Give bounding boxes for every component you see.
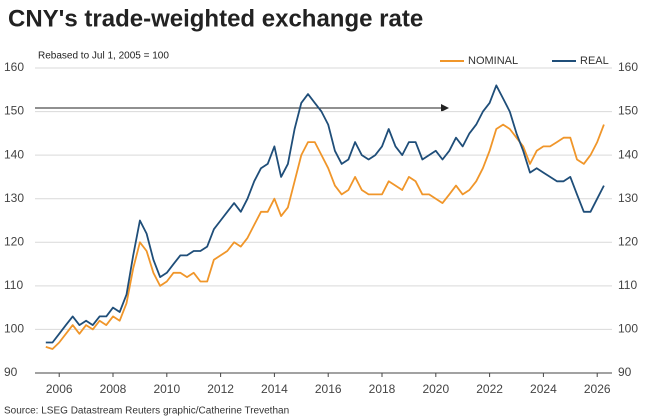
y-tick-label: 150 bbox=[4, 104, 24, 118]
x-tick-label: 2024 bbox=[530, 382, 557, 396]
x-tick-label: 2012 bbox=[207, 382, 234, 396]
series-line bbox=[45, 123, 605, 350]
y2-tick-label: 160 bbox=[618, 60, 638, 74]
y-tick-label: 140 bbox=[4, 147, 24, 161]
y2-tick-label: 110 bbox=[618, 278, 637, 292]
y-tick-label: 160 bbox=[4, 60, 24, 74]
legend-label: NOMINAL bbox=[468, 55, 518, 67]
x-tick-label: 2026 bbox=[584, 382, 611, 396]
y-tick-label: 120 bbox=[4, 234, 24, 248]
x-tick-label: 2006 bbox=[46, 382, 73, 396]
x-tick-label: 2022 bbox=[476, 382, 503, 396]
chart-title: CNY's trade-weighted exchange rate bbox=[8, 5, 423, 32]
y2-tick-label: 130 bbox=[618, 191, 638, 205]
y-tick-label: 130 bbox=[4, 191, 24, 205]
x-tick-label: 2010 bbox=[153, 382, 180, 396]
x-tick-label: 2018 bbox=[369, 382, 396, 396]
x-tick-label: 2020 bbox=[422, 382, 449, 396]
legend-label: REAL bbox=[580, 55, 609, 67]
y2-tick-label: 100 bbox=[618, 322, 638, 336]
source: Source: LSEG Datastream Reuters graphic/… bbox=[4, 406, 289, 417]
y2-tick-label: 140 bbox=[618, 147, 638, 161]
y-tick-label: 100 bbox=[4, 322, 24, 336]
y2-tick-label: 150 bbox=[618, 104, 638, 118]
y-tick-label: 110 bbox=[4, 278, 23, 292]
series-line bbox=[45, 84, 605, 344]
y-tick-label: 90 bbox=[4, 365, 18, 379]
x-tick-label: 2008 bbox=[100, 382, 127, 396]
subtitle: Rebased to Jul 1, 2005 = 100 bbox=[38, 51, 169, 62]
x-tick-label: 2016 bbox=[315, 382, 342, 396]
y2-tick-label: 90 bbox=[618, 365, 632, 379]
y2-tick-label: 120 bbox=[618, 234, 638, 248]
x-tick-label: 2014 bbox=[261, 382, 288, 396]
